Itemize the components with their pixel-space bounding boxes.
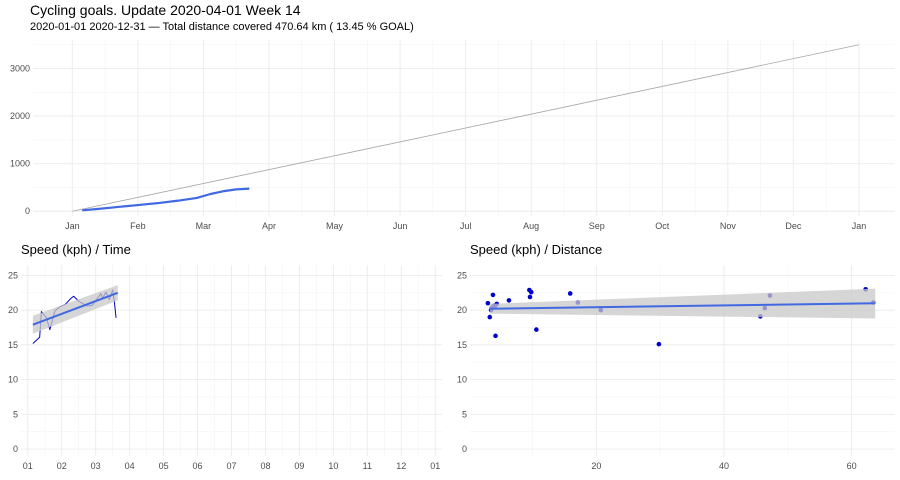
y-tick-label: 15: [457, 340, 467, 350]
speed-point: [493, 333, 498, 339]
x-tick-label: 02: [57, 461, 67, 471]
x-tick-label: Nov: [720, 221, 737, 231]
x-tick-label: 05: [159, 461, 169, 471]
x-tick-label: Jun: [393, 221, 408, 231]
y-tick-label: 20: [457, 305, 467, 315]
x-tick-label: Jan: [65, 221, 80, 231]
speed-point: [527, 294, 533, 300]
y-tick-label: 25: [8, 270, 18, 280]
x-tick-label: 40: [719, 461, 729, 471]
x-tick-label: 04: [125, 461, 135, 471]
trend-line: [489, 302, 876, 310]
x-tick-label: Jul: [460, 221, 472, 231]
x-tick-label: Aug: [523, 221, 539, 231]
speed-point: [656, 341, 662, 347]
speed-point: [567, 291, 573, 296]
x-tick-label: 11: [363, 461, 372, 471]
speed-point: [490, 292, 496, 298]
x-tick-label: 09: [294, 461, 304, 471]
speed-point: [506, 298, 512, 303]
speed-distance-title: Speed (kph) / Distance: [470, 242, 603, 257]
y-tick-label: 3000: [10, 64, 30, 74]
page-title: Cycling goals. Update 2020-04-01 Week 14: [30, 2, 301, 18]
x-tick-label: 01: [23, 461, 33, 471]
speed-point: [534, 327, 539, 332]
x-tick-label: Dec: [785, 221, 802, 231]
speed-point: [485, 300, 491, 306]
x-tick-label: May: [326, 221, 344, 231]
trend-line: [32, 291, 119, 326]
x-tick-label: Sep: [589, 221, 605, 231]
x-tick-label: 10: [328, 461, 338, 471]
speed-point: [487, 314, 493, 320]
y-tick-label: 10: [457, 375, 467, 385]
confidence-band: [489, 288, 876, 319]
y-tick-label: 5: [13, 409, 18, 419]
y-tick-label: 25: [457, 270, 467, 280]
y-tick-label: 20: [8, 305, 18, 315]
y-tick-label: 10: [8, 375, 18, 385]
x-tick-label: 01: [430, 461, 440, 471]
y-tick-label: 0: [462, 444, 467, 454]
speed-time-title: Speed (kph) / Time: [21, 242, 131, 257]
y-tick-label: 2000: [10, 111, 30, 121]
page-subtitle: 2020-01-01 2020-12-31 — Total distance c…: [30, 21, 414, 33]
x-tick-label: 60: [847, 461, 857, 471]
speed-point: [528, 289, 534, 295]
x-tick-label: 08: [260, 461, 270, 471]
x-tick-label: Feb: [130, 221, 146, 231]
y-tick-label: 1000: [10, 159, 30, 169]
x-tick-label: 03: [91, 461, 101, 471]
x-tick-label: Mar: [196, 221, 212, 231]
x-tick-label: Apr: [262, 221, 276, 231]
distance-goal-chart: Jan Feb Mar Apr May Jun Jul Aug Sep Oct Nov Dec Jan 0…: [10, 40, 895, 231]
x-tick-label: 12: [396, 461, 406, 471]
x-tick-label: 07: [226, 461, 236, 471]
x-tick-label: 06: [193, 461, 203, 471]
y-tick-label: 15: [8, 340, 18, 350]
y-tick-label: 0: [13, 444, 18, 454]
x-tick-label: 20: [591, 461, 601, 471]
speed-distance-chart: 20 40 60 0 5 10 15 20 25: [457, 265, 895, 471]
y-tick-label: 0: [25, 206, 30, 216]
y-tick-label: 5: [462, 409, 467, 419]
actual-distance-line: [82, 187, 250, 212]
x-tick-label: Jan: [852, 221, 867, 231]
x-tick-label: Oct: [655, 221, 670, 231]
goal-line: [72, 44, 860, 212]
